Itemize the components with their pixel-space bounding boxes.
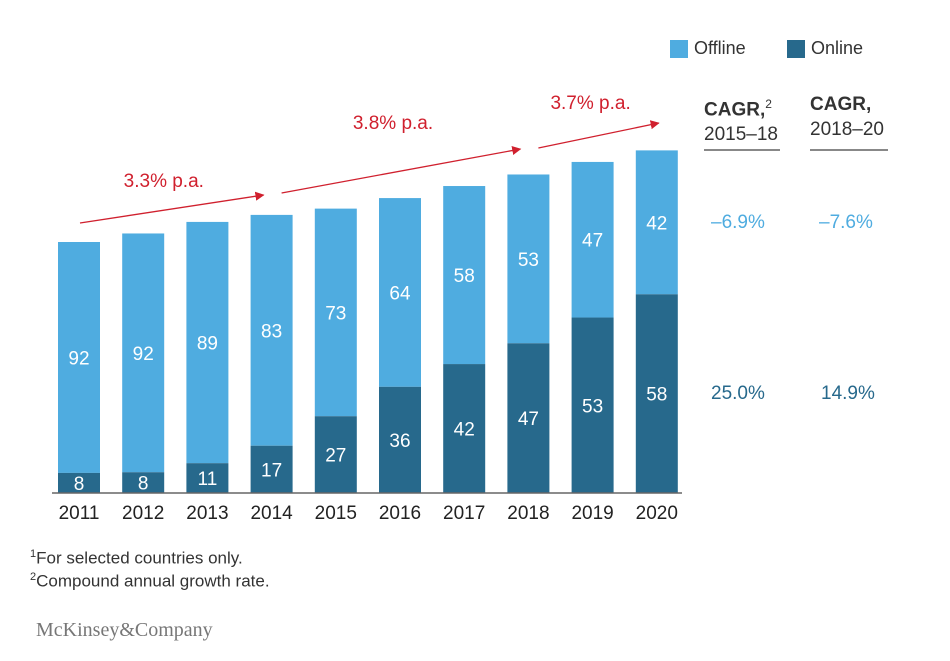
label-online-2017: 42 — [454, 420, 475, 441]
cagr-title-2: CAGR, — [810, 94, 872, 115]
divider — [810, 149, 888, 151]
label-offline-2016: 64 — [389, 283, 411, 304]
bar-online-2012 — [122, 472, 165, 493]
footnote-2: 2Compound annual growth rate. — [30, 571, 270, 592]
label-online-2015: 27 — [325, 446, 346, 467]
bar-online-2013 — [186, 463, 229, 493]
cagr-period-1: 2015–18 — [704, 124, 778, 146]
bar-offline-2014 — [250, 214, 293, 446]
label-online-2014: 17 — [261, 460, 282, 481]
label-offline-2013: 89 — [197, 334, 218, 355]
label-online-2020: 58 — [646, 385, 667, 406]
cagr-sup: 2 — [765, 97, 772, 111]
legend-offline: Offline — [670, 38, 746, 59]
x-tick-2020: 2020 — [636, 503, 678, 524]
footnote-1: 1For selected countries only. — [30, 548, 243, 569]
growth-label: 3.8% p.a. — [353, 113, 433, 134]
online-swatch — [787, 39, 805, 58]
bar-online-2019 — [571, 317, 614, 493]
growth-label: 3.3% p.a. — [124, 171, 204, 192]
growth-arrow — [281, 146, 522, 194]
cagr-header-2: CAGR, 2018–20 — [810, 92, 884, 142]
footnote-text: For selected countries only. — [36, 548, 243, 568]
label-offline-2019: 47 — [582, 231, 603, 252]
bar-offline-2016 — [379, 198, 421, 387]
bar-offline-2011 — [58, 242, 100, 473]
x-tick-2012: 2012 — [122, 503, 164, 524]
bar-online-2016 — [379, 386, 421, 493]
bar-online-2015 — [314, 416, 357, 493]
label-offline-2017: 58 — [454, 266, 475, 287]
x-tick-2017: 2017 — [443, 503, 485, 524]
legend-online-label: Online — [811, 38, 864, 58]
bar-offline-2018 — [507, 174, 550, 344]
divider — [704, 149, 780, 151]
x-tick-2019: 2019 — [571, 503, 613, 524]
bar-offline-2012 — [122, 233, 165, 473]
offline-swatch — [670, 39, 688, 58]
label-offline-2012: 92 — [133, 344, 154, 365]
cagr-online-1: 25.0% — [711, 383, 765, 404]
label-online-2012: 8 — [138, 474, 149, 495]
label-online-2013: 11 — [198, 469, 218, 490]
bar-online-2018 — [507, 343, 550, 493]
growth-label: 3.7% p.a. — [550, 93, 630, 114]
bar-offline-2013 — [186, 221, 229, 464]
x-tick-2014: 2014 — [250, 503, 293, 524]
cagr-online-2: 14.9% — [821, 383, 875, 404]
bar-online-2011 — [58, 472, 100, 493]
bar-online-2017 — [443, 364, 486, 493]
label-offline-2015: 73 — [325, 303, 346, 324]
logo: McKinsey&Company — [36, 619, 213, 641]
label-online-2018: 47 — [518, 409, 539, 430]
footnote-mark: 2 — [30, 571, 37, 583]
label-online-2019: 53 — [582, 396, 603, 417]
bar-online-2014 — [250, 445, 293, 493]
bar-offline-2015 — [314, 208, 357, 417]
label-offline-2018: 53 — [518, 250, 539, 271]
growth-arrow — [79, 191, 265, 224]
label-offline-2020: 42 — [646, 213, 667, 234]
bar-offline-2017 — [443, 186, 486, 365]
x-tick-2018: 2018 — [507, 503, 549, 524]
cagr-offline-1: –6.9% — [711, 212, 765, 233]
footnote-mark: 1 — [30, 548, 37, 560]
footnote-text: Compound annual growth rate. — [36, 571, 270, 591]
cagr-header-1: CAGR,2 2015–18 — [704, 92, 778, 147]
label-online-2011: 8 — [74, 474, 85, 495]
cagr-period-2: 2018–20 — [810, 119, 884, 140]
bar-offline-2019 — [571, 161, 614, 318]
growth-arrow — [538, 120, 660, 149]
x-tick-2011: 2011 — [59, 503, 100, 524]
x-tick-2013: 2013 — [186, 503, 228, 524]
label-online-2016: 36 — [389, 431, 410, 452]
x-tick-2016: 2016 — [379, 503, 421, 524]
legend-online: Online — [787, 38, 863, 59]
cagr-offline-2: –7.6% — [819, 212, 873, 233]
bar-offline-2020 — [635, 150, 678, 295]
label-offline-2014: 83 — [261, 321, 282, 342]
bar-online-2020 — [635, 294, 678, 493]
cagr-title-1: CAGR, — [704, 99, 766, 121]
legend-offline-label: Offline — [694, 38, 746, 58]
label-offline-2011: 92 — [68, 348, 89, 369]
x-tick-2015: 2015 — [315, 503, 357, 524]
